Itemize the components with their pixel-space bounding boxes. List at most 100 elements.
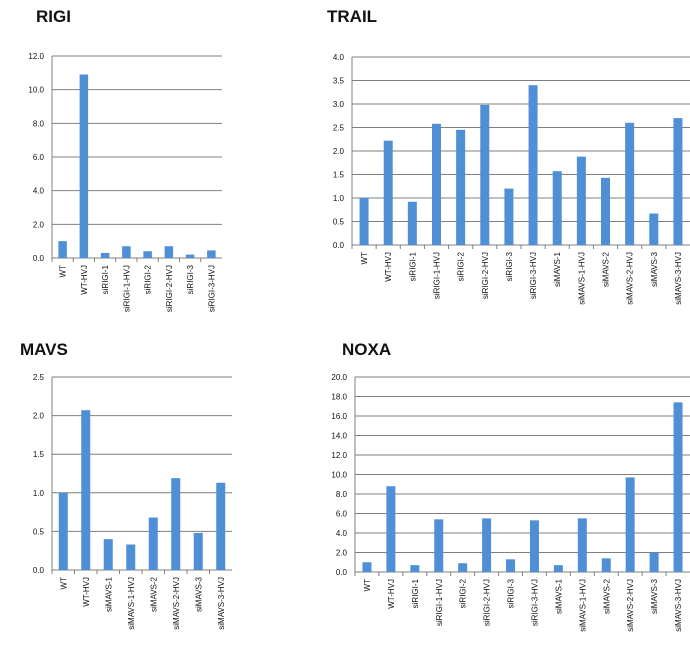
bar-wt — [58, 241, 67, 258]
x-category-label: siMAVS-3 — [650, 251, 659, 287]
bar-sirigi-1-hvj — [434, 519, 444, 572]
bar-sirigi-1-hvj — [432, 123, 441, 245]
chart-title: MAVS — [20, 340, 68, 359]
y-tick-label: 16.0 — [331, 412, 347, 421]
bar-sirigi-3-hvj — [207, 250, 216, 258]
y-tick-label: 1.5 — [33, 450, 45, 459]
bar-sirigi-3-hvj — [528, 85, 538, 245]
noxa-bar-chart: 0.0 2.0 4.0 6.0 8.0 10.0 12.0 14.0 16.0 18.0 20.0 W… — [331, 373, 690, 632]
y-tick-label: 0.5 — [333, 218, 345, 227]
y-tick-label: 2.0 — [333, 147, 345, 156]
x-category-label: siMAVS-3-HVJ — [674, 252, 683, 305]
x-category-label: WT — [59, 265, 68, 278]
x-category-label: siMAVS-2-HVJ — [626, 252, 635, 305]
x-category-label: siMAVS-3 — [650, 578, 659, 614]
bar-simavs-3 — [649, 213, 659, 245]
x-category-label: siRIGI-1-HVJ — [433, 252, 442, 299]
bar-simavs-3-hvj — [216, 482, 226, 570]
y-tick-label: 0.0 — [33, 254, 45, 263]
y-tick-label: 0.0 — [33, 566, 45, 575]
bar-simavs-1-hvj — [126, 544, 136, 570]
x-category-label: siRIGI-3 — [507, 578, 516, 608]
y-tick-label: 2.5 — [333, 124, 345, 133]
bar-wt — [58, 492, 68, 570]
y-tick-label: 18.0 — [331, 393, 347, 402]
bar-simavs-1-hvj — [576, 156, 586, 245]
bar-sirigi-2 — [143, 251, 152, 258]
bar-sirigi-1-hvj — [122, 246, 131, 258]
x-category-label: siMAVS-2 — [149, 576, 158, 612]
y-tick-label: 3.0 — [333, 100, 345, 109]
y-tick-label: 20.0 — [331, 373, 347, 382]
y-tick-label: 10.0 — [28, 86, 44, 95]
x-category-label: WT — [59, 577, 68, 590]
y-tick-label: 0.5 — [33, 527, 45, 536]
y-tick-label: 4.0 — [33, 187, 45, 196]
x-category-label: siRIGI-2-HVJ — [165, 265, 174, 312]
y-tick-label: 6.0 — [33, 153, 45, 162]
y-tick-label: 3.5 — [333, 77, 345, 86]
x-category-label: siRIGI-1 — [411, 578, 420, 608]
bar-simavs-3-hvj — [673, 402, 683, 572]
y-tick-label: 8.0 — [33, 119, 45, 128]
chart-panel-noxa: NOXA 0.0 2.0 4.0 6.0 8.0 10.0 12.0 14.0 16.0 18.0… — [300, 335, 690, 662]
x-category-label: siRIGI-2 — [457, 251, 466, 281]
bar-simavs-1 — [553, 565, 563, 572]
x-category-label: siRIGI-3-HVJ — [207, 265, 216, 312]
bar-sirigi-1 — [407, 201, 417, 245]
bar-wt — [359, 198, 369, 245]
x-category-label: siMAVS-2 — [602, 578, 611, 614]
x-category-label: WT-HVJ — [82, 577, 91, 607]
y-tick-label: 12.0 — [331, 451, 347, 460]
chart-panel-mavs: MAVS 0.0 0.5 1.0 1.5 2.0 2.5 WT WT-HVJ siMAVS-1 s… — [0, 335, 240, 662]
bar-simavs-1-hvj — [577, 518, 587, 572]
x-category-label: siRIGI-1-HVJ — [435, 579, 444, 626]
bar-wt — [362, 562, 372, 572]
bar-sirigi-3 — [185, 254, 195, 258]
x-category-label: siRIGI-3 — [186, 264, 195, 294]
bar-wt-hvj — [81, 410, 91, 570]
x-category-label: siMAVS-1 — [553, 251, 562, 287]
y-tick-label: 14.0 — [331, 432, 347, 441]
y-tick-label: 6.0 — [336, 510, 348, 519]
bar-simavs-2 — [148, 517, 158, 570]
y-tick-label: 0.0 — [333, 241, 345, 250]
bar-simavs-3-hvj — [673, 118, 683, 245]
y-tick-label: 2.0 — [33, 412, 45, 421]
x-category-label: siMAVS-3-HVJ — [674, 579, 683, 632]
bar-simavs-1 — [103, 539, 113, 570]
x-category-label: siRIGI-2-HVJ — [481, 252, 490, 299]
rigi-bar-chart: 0.0 2.0 4.0 6.0 8.0 10.0 12.0 WT WT-HVJ siRIGI-1 s… — [28, 52, 222, 312]
bar-sirigi-3-hvj — [529, 520, 539, 572]
x-category-label: siMAVS-3 — [194, 576, 203, 612]
bar-sirigi-1 — [410, 565, 420, 572]
bar-simavs-2-hvj — [625, 122, 635, 245]
bar-sirigi-1 — [100, 252, 110, 258]
x-category-label: siMAVS-1 — [104, 576, 113, 612]
x-category-label: siRIGI-1 — [408, 251, 417, 281]
x-category-label: siRIGI-3-HVJ — [529, 252, 538, 299]
bar-wt-hvj — [79, 74, 89, 259]
bar-sirigi-3 — [506, 559, 516, 572]
mavs-bar-chart: 0.0 0.5 1.0 1.5 2.0 2.5 WT WT-HVJ siMAVS-1 siMAVS… — [33, 373, 232, 630]
bar-simavs-2-hvj — [171, 478, 181, 570]
x-category-label: siMAVS-1 — [554, 578, 563, 614]
y-tick-label: 4.0 — [336, 529, 348, 538]
x-category-label: siMAVS-1-HVJ — [578, 579, 587, 632]
x-category-label: WT — [363, 579, 372, 592]
bar-simavs-3 — [649, 552, 659, 572]
x-category-label: siRIGI-3 — [505, 251, 514, 281]
y-tick-label: 4.0 — [333, 53, 345, 62]
x-category-label: siMAVS-2-HVJ — [626, 579, 635, 632]
x-category-label: siRIGI-2-HVJ — [483, 579, 492, 626]
bar-sirigi-2-hvj — [164, 246, 174, 258]
x-category-label: siMAVS-2-HVJ — [172, 577, 181, 630]
x-category-label: WT — [360, 252, 369, 265]
bar-wt-hvj — [386, 486, 396, 572]
bar-wt-hvj — [383, 140, 393, 245]
y-tick-label: 0.0 — [336, 568, 348, 577]
x-category-label: WT-HVJ — [387, 579, 396, 609]
bar-sirigi-2 — [456, 129, 466, 245]
x-category-label: siMAVS-2 — [602, 251, 611, 287]
bar-sirigi-3 — [504, 188, 514, 245]
